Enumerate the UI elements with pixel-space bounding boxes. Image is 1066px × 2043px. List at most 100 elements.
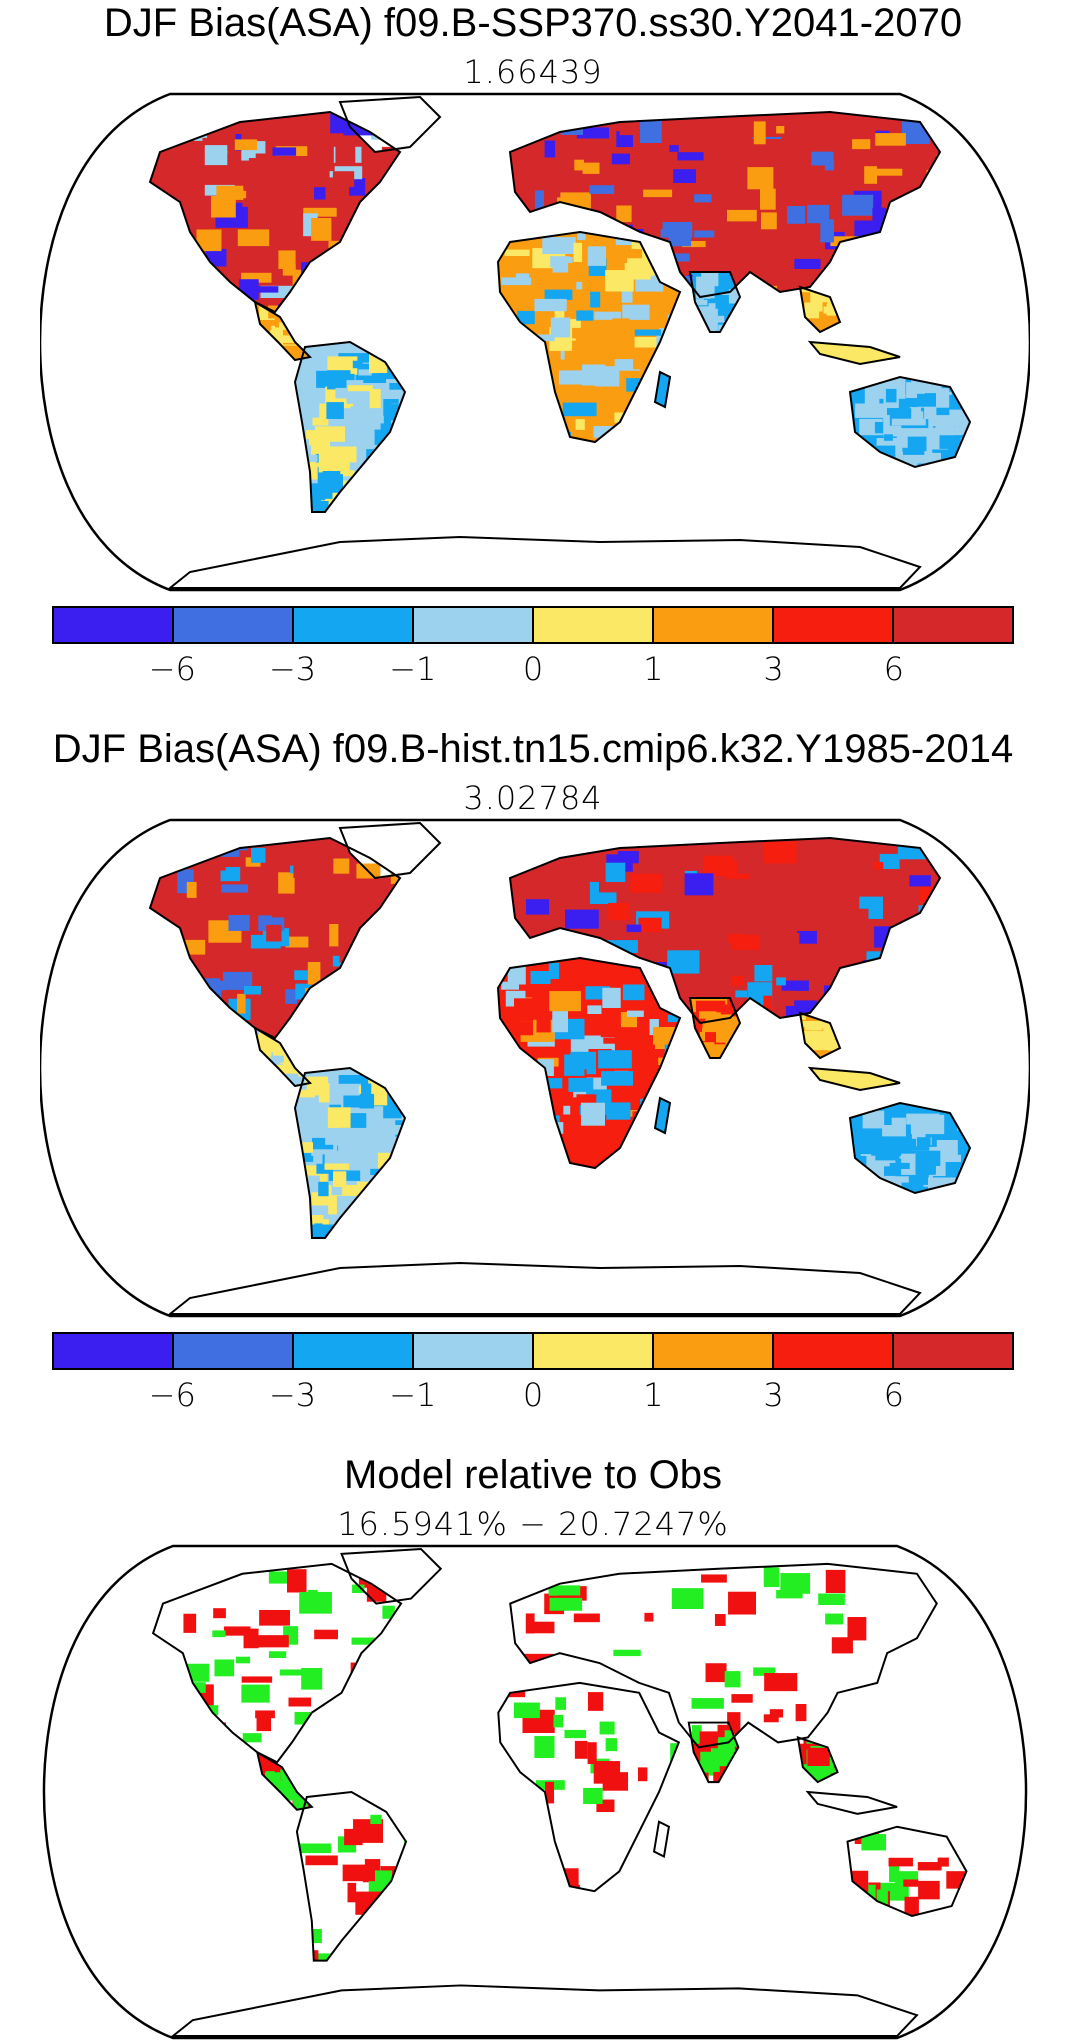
grid-cell — [294, 1079, 305, 1086]
grid-cell — [256, 1635, 289, 1648]
grid-cell — [352, 1584, 365, 1594]
grid-cell — [241, 1676, 273, 1683]
grid-cell — [297, 1153, 314, 1162]
grid-cell — [731, 1694, 753, 1703]
grid-cell — [829, 842, 863, 863]
grid-cell — [536, 1013, 551, 1033]
grid-cell — [542, 237, 576, 254]
grid-cell — [644, 1612, 654, 1622]
europeAsia-coastline — [508, 836, 942, 1025]
panel-2-title: DJF Bias(ASA) f09.B-hist.tn15.cmip6.k32.… — [52, 727, 1014, 771]
grid-cell — [573, 1613, 600, 1623]
grid-cell — [549, 991, 581, 1012]
grid-cell — [627, 1010, 644, 1017]
grid-cell — [861, 1834, 887, 1851]
panel-2-colorbar-ticks: −6 −3 −1 0 1 3 6 — [0, 1376, 1066, 1416]
grid-cell — [548, 962, 560, 979]
grid-cell — [281, 335, 296, 343]
grid-cell — [287, 1569, 307, 1593]
grid-cell — [667, 950, 700, 974]
india-coastline — [687, 1721, 740, 1784]
grid-cell — [574, 159, 584, 171]
grid-cell — [763, 995, 773, 1010]
grid-cell — [272, 147, 297, 156]
grid-cell — [576, 310, 594, 321]
grid-cell — [914, 454, 923, 467]
europeAsia-land — [510, 1563, 937, 1748]
grid-cell — [915, 1153, 936, 1175]
colorbar-tick-label: 3 — [763, 1376, 784, 1414]
grid-cell — [807, 1747, 830, 1767]
seAsia-coastline — [796, 1735, 839, 1784]
grid-cell — [565, 909, 599, 929]
grid-cell — [794, 258, 821, 269]
grid-cell — [369, 389, 381, 409]
greenland-coastline — [340, 1547, 443, 1605]
grid-cell — [891, 418, 926, 426]
grid-cell — [303, 207, 337, 217]
grid-cell — [318, 1083, 330, 1103]
grid-cell — [299, 1591, 332, 1614]
colorbar-swatch — [774, 1334, 894, 1368]
grid-cell — [862, 1110, 885, 1129]
grid-cell — [677, 152, 704, 161]
grid-cell — [279, 213, 294, 233]
grid-cell — [872, 207, 886, 223]
colorbar-tick-label: 6 — [883, 1376, 904, 1414]
grid-cell — [289, 1782, 300, 1801]
grid-cell — [806, 1022, 837, 1029]
grid-cell — [308, 438, 325, 446]
grid-cell — [285, 936, 309, 948]
grid-cell — [237, 993, 246, 1014]
grid-cell — [776, 126, 785, 134]
grid-cell — [352, 360, 363, 369]
indonesia-land — [807, 1792, 898, 1814]
colorbar-tick-label: −1 — [389, 650, 437, 688]
africa-land — [498, 1682, 679, 1892]
colorbar-tick-label: −6 — [148, 650, 196, 688]
northAmerica-coastline — [151, 1562, 403, 1764]
grid-cell — [796, 931, 817, 944]
grid-cell — [332, 171, 355, 187]
grid-cell — [764, 1673, 798, 1692]
europeAsia-coastline — [508, 110, 942, 299]
grid-cell — [831, 1637, 853, 1654]
grid-cell — [570, 1035, 601, 1053]
grid-cell — [335, 145, 356, 165]
grid-cell — [307, 962, 321, 985]
grid-cell — [268, 1651, 287, 1658]
colorbar-swatch — [294, 1334, 414, 1368]
grid-cell — [575, 419, 585, 430]
antarctica-land — [170, 537, 920, 588]
grid-cell — [842, 194, 874, 216]
greenland-land — [341, 1548, 441, 1604]
grid-cell — [329, 924, 339, 947]
grid-cell — [582, 162, 600, 174]
grid-cell — [351, 1637, 377, 1645]
grid-cell — [271, 907, 290, 918]
grid-cell — [589, 185, 615, 194]
grid-cell — [634, 329, 662, 336]
antarctica-land — [172, 1985, 917, 2037]
grid-cell — [255, 1710, 275, 1719]
map-frame — [42, 1544, 1028, 2040]
grid-cell — [602, 1772, 629, 1791]
grid-cell — [534, 298, 567, 312]
grid-cell — [889, 1162, 910, 1169]
grid-cell — [253, 286, 279, 293]
seAsia-coastline — [798, 285, 842, 334]
grid-cell — [576, 1094, 597, 1105]
grid-cell — [237, 229, 270, 247]
grid-cell — [795, 1704, 807, 1722]
panel-3-title: Model relative to Obs — [344, 1453, 722, 1497]
grid-cell — [691, 1725, 702, 1744]
grid-cell — [817, 1046, 840, 1058]
grid-cell — [390, 872, 400, 884]
grid-cell — [235, 1656, 251, 1664]
grid-cell — [279, 1669, 311, 1676]
grid-cell — [567, 319, 581, 328]
colorbar-tick-label: 0 — [522, 1376, 544, 1414]
grid-cell — [763, 1714, 779, 1723]
indonesia-coastline — [807, 340, 901, 366]
grid-cell — [757, 925, 774, 949]
